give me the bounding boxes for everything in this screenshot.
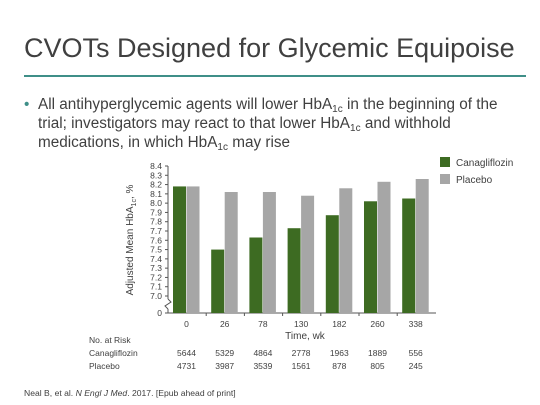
at-risk-row-label: Canagliflozin [89, 348, 138, 358]
bullet-subscript: 1c [332, 104, 343, 115]
at-risk-value: 805 [370, 361, 384, 371]
legend-label: Canagliflozin [456, 158, 513, 169]
canagliflozin-bar [402, 198, 416, 313]
bullet-text-part: may rise [227, 134, 291, 151]
bullet-text-part: All antihyperglycemic agents will lower … [38, 96, 333, 113]
y-tick-label: 7.8 [150, 217, 162, 227]
placebo-bar [224, 192, 238, 313]
title-divider [24, 75, 526, 77]
axis-break-mark [164, 298, 172, 310]
at-risk-value: 1889 [368, 348, 387, 358]
legend-swatch-canagliflozin [440, 157, 450, 167]
bullet-subscript: 1c [350, 123, 361, 134]
x-tick-label: 26 [220, 319, 230, 329]
y-tick-label: 7.5 [150, 245, 162, 255]
y-axis-title-part: Adjusted Mean HbA [125, 206, 136, 295]
y-tick-label: 7.9 [150, 207, 162, 217]
y-tick-label: 7.4 [150, 254, 162, 264]
x-tick-label: 260 [370, 319, 384, 329]
placebo-bar [339, 188, 353, 313]
slide-title: CVOTs Designed for Glycemic Equipoise [24, 33, 515, 63]
at-risk-value: 4864 [253, 348, 272, 358]
canagliflozin-bar [249, 237, 263, 313]
y-axis-title: Adjusted Mean HbA1c, % [125, 184, 138, 295]
placebo-bar [262, 192, 276, 313]
y-tick-label: 7.6 [150, 235, 162, 245]
y-tick-label: 8.4 [150, 161, 162, 171]
y-tick-label: 8.2 [150, 180, 162, 190]
placebo-bar [377, 181, 391, 313]
at-risk-value: 5644 [177, 348, 196, 358]
y-tick-label: 8.0 [150, 198, 162, 208]
at-risk-value: 4731 [177, 361, 196, 371]
x-axis-title: Time, wk [285, 331, 326, 342]
legend-swatch-placebo [440, 174, 450, 184]
at-risk-value: 1561 [292, 361, 311, 371]
y-tick-label: 8.1 [150, 189, 162, 199]
citation-details: . 2017. [Epub ahead of print] [127, 388, 236, 398]
citation-journal: N Engl J Med [75, 388, 128, 398]
canagliflozin-bar [325, 215, 339, 313]
bullet-dot-icon: • [24, 96, 30, 113]
y-tick-label: 8.3 [150, 170, 162, 180]
bullet-text: All antihyperglycemic agents will lower … [38, 95, 529, 153]
bullet-text-part: and withhold medications, in which HbA [38, 115, 451, 151]
at-risk-value: 556 [409, 348, 423, 358]
y-tick-label: 7.7 [150, 226, 162, 236]
citation-footer: Neal B, et al. N Engl J Med. 2017. [Epub… [24, 388, 236, 398]
y-tick-label: 0 [157, 308, 162, 318]
placebo-bar [415, 179, 429, 313]
canagliflozin-bar [364, 201, 377, 313]
y-tick-label: 7.1 [150, 282, 162, 292]
at-risk-value: 3539 [253, 361, 272, 371]
at-risk-value: 1963 [330, 348, 349, 358]
x-tick-label: 0 [184, 319, 189, 329]
at-risk-heading: No. at Risk [89, 335, 131, 345]
x-tick-label: 78 [258, 319, 268, 329]
at-risk-value: 245 [409, 361, 423, 371]
placebo-bar [186, 186, 200, 313]
canagliflozin-bar [287, 228, 301, 313]
placebo-bar [301, 195, 315, 313]
x-tick-label: 130 [294, 319, 308, 329]
at-risk-value: 878 [332, 361, 346, 371]
canagliflozin-bar [211, 249, 225, 313]
x-tick-label: 338 [409, 319, 423, 329]
bullet-point: • All antihyperglycemic agents will lowe… [24, 95, 529, 153]
at-risk-value: 3987 [215, 361, 234, 371]
at-risk-row-label: Placebo [89, 361, 120, 371]
citation-authors: Neal B, et al. [24, 388, 76, 398]
at-risk-value: 2778 [292, 348, 311, 358]
bullet-subscript: 1c [217, 142, 228, 153]
canagliflozin-bar [173, 186, 186, 313]
y-axis-title-part: , % [125, 184, 136, 199]
x-tick-label: 182 [332, 319, 346, 329]
y-tick-label: 7.0 [150, 291, 162, 301]
legend-label: Placebo [456, 175, 493, 186]
bullet-text-part: in the beginning of the trial; investiga… [38, 96, 498, 132]
y-tick-label: 7.3 [150, 263, 162, 273]
at-risk-value: 5329 [215, 348, 234, 358]
y-axis-title-subscript: 1c [131, 199, 138, 207]
y-tick-label: 7.2 [150, 272, 162, 282]
